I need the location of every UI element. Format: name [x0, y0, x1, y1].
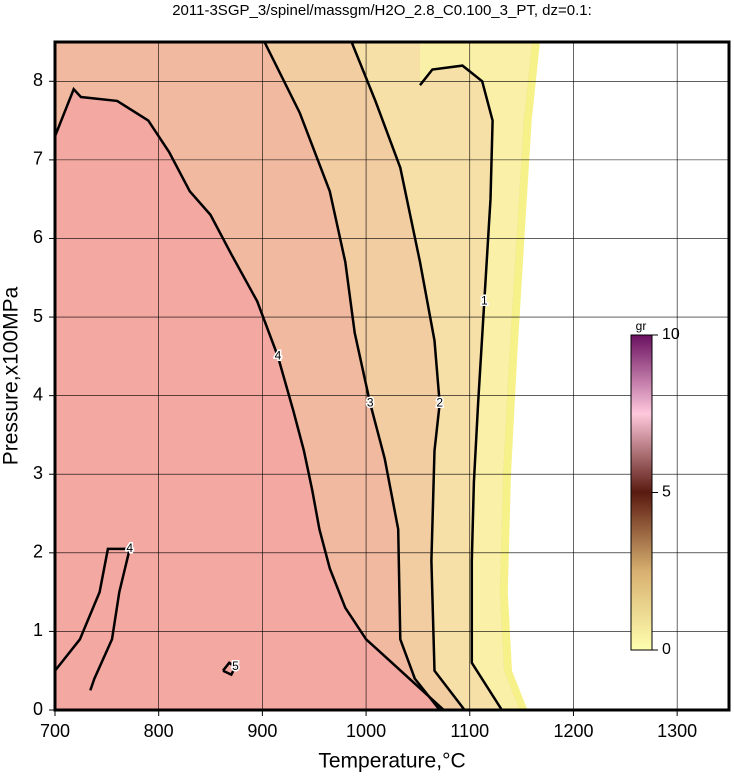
- colorbar-tick-label: 10: [662, 326, 680, 343]
- x-tick-label: 800: [144, 721, 174, 741]
- contour-line: [263, 42, 441, 710]
- contour-label: 3: [367, 396, 374, 410]
- colorbar-tick-label: 0: [662, 641, 671, 658]
- x-tick-label: 700: [40, 721, 70, 741]
- y-tick-label: 6: [33, 227, 43, 247]
- contour-line: [222, 661, 238, 677]
- y-tick-label: 2: [33, 542, 43, 562]
- contour-label: 1: [481, 294, 488, 308]
- y-tick-label: 5: [33, 306, 43, 326]
- x-tick-label: 1200: [553, 721, 593, 741]
- x-tick-label: 900: [247, 721, 277, 741]
- colorbar-tick-label: 5: [662, 484, 671, 501]
- x-tick-label: 1300: [657, 721, 697, 741]
- x-tick-label: 1000: [346, 721, 386, 741]
- contour-label: 2: [436, 396, 443, 410]
- colorbar: [630, 334, 653, 651]
- contour-line: [55, 86, 445, 710]
- y-tick-label: 0: [33, 699, 43, 719]
- contour-label: 5: [232, 659, 239, 673]
- contour-line: [419, 64, 503, 710]
- x-axis-label: Temperature,°C: [318, 750, 465, 773]
- x-tick-label: 1100: [450, 721, 489, 741]
- y-tick-label: 3: [33, 463, 43, 483]
- field: [55, 42, 540, 710]
- contour-label: 4: [275, 349, 282, 363]
- chart-title: 2011-3SGP_3/spinel/massgm/H2O_2.8_C0.100…: [172, 2, 592, 19]
- plot-frame: [53, 40, 731, 712]
- y-tick-label: 4: [33, 384, 43, 404]
- contour-line: [55, 547, 132, 691]
- colorbar-label: gr: [636, 319, 647, 333]
- band: [420, 42, 532, 710]
- y-tick-label: 7: [33, 149, 43, 169]
- y-tick-label: 1: [33, 620, 43, 640]
- contour-label: 4: [126, 541, 133, 555]
- contours: 4 3 2 1 4 5: [55, 42, 503, 710]
- contour-line: [350, 42, 466, 710]
- y-tick-label: 8: [33, 70, 43, 90]
- y-axis-label: Pressure,x100MPa: [0, 286, 23, 465]
